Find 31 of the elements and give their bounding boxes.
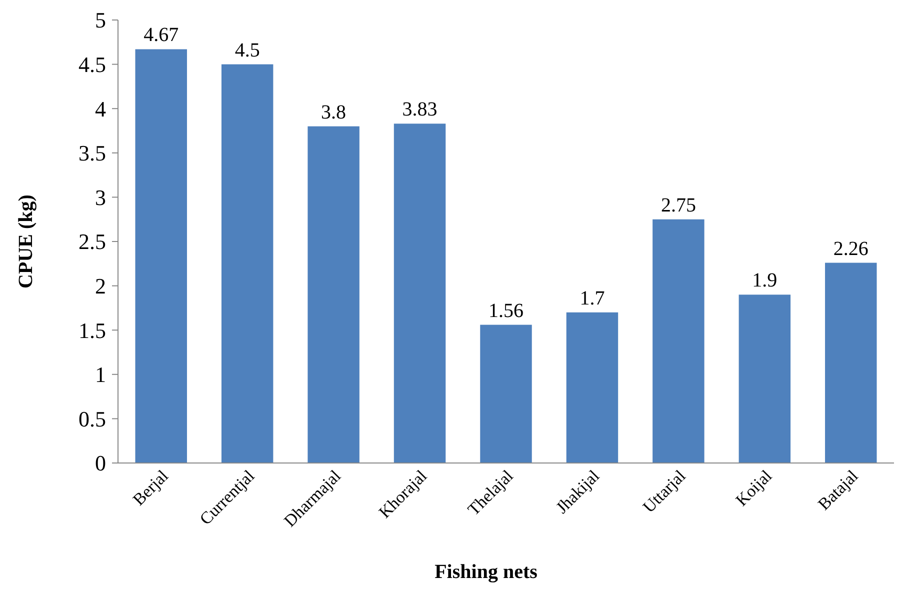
y-tick-label: 4.5 xyxy=(78,52,106,77)
y-tick-label: 3 xyxy=(95,184,106,210)
data-label: 3.8 xyxy=(321,101,346,124)
bar xyxy=(652,219,704,463)
y-tick-label: 1.5 xyxy=(78,318,106,343)
bar xyxy=(825,262,877,463)
data-label: 4.5 xyxy=(234,39,260,62)
y-tick-label: 5 xyxy=(95,8,106,33)
data-label: 1.9 xyxy=(752,270,778,292)
y-tick-label: 3.5 xyxy=(78,140,106,166)
data-label: 3.83 xyxy=(402,98,438,121)
y-tick-label: 1 xyxy=(95,362,106,388)
data-label: 2.26 xyxy=(833,238,868,260)
data-label: 4.67 xyxy=(144,24,179,46)
bar xyxy=(480,324,532,463)
bar xyxy=(221,64,274,463)
y-tick-label: 0 xyxy=(95,450,106,476)
y-tick-label: 0.5 xyxy=(78,406,106,432)
bar xyxy=(738,294,791,463)
data-label: 2.75 xyxy=(660,194,696,216)
data-label: 1.56 xyxy=(488,300,524,322)
bar xyxy=(566,312,618,463)
y-tick-label: 4 xyxy=(95,96,106,122)
y-tick-label: 2 xyxy=(95,274,106,298)
y-tick-label: 2.5 xyxy=(78,229,106,254)
x-axis-title: Fishing nets xyxy=(434,561,538,583)
bar xyxy=(135,49,187,463)
bar xyxy=(308,126,360,463)
bar xyxy=(394,124,446,463)
y-axis-title: CPUE (kg) xyxy=(15,194,37,288)
data-label: 1.7 xyxy=(580,287,605,310)
